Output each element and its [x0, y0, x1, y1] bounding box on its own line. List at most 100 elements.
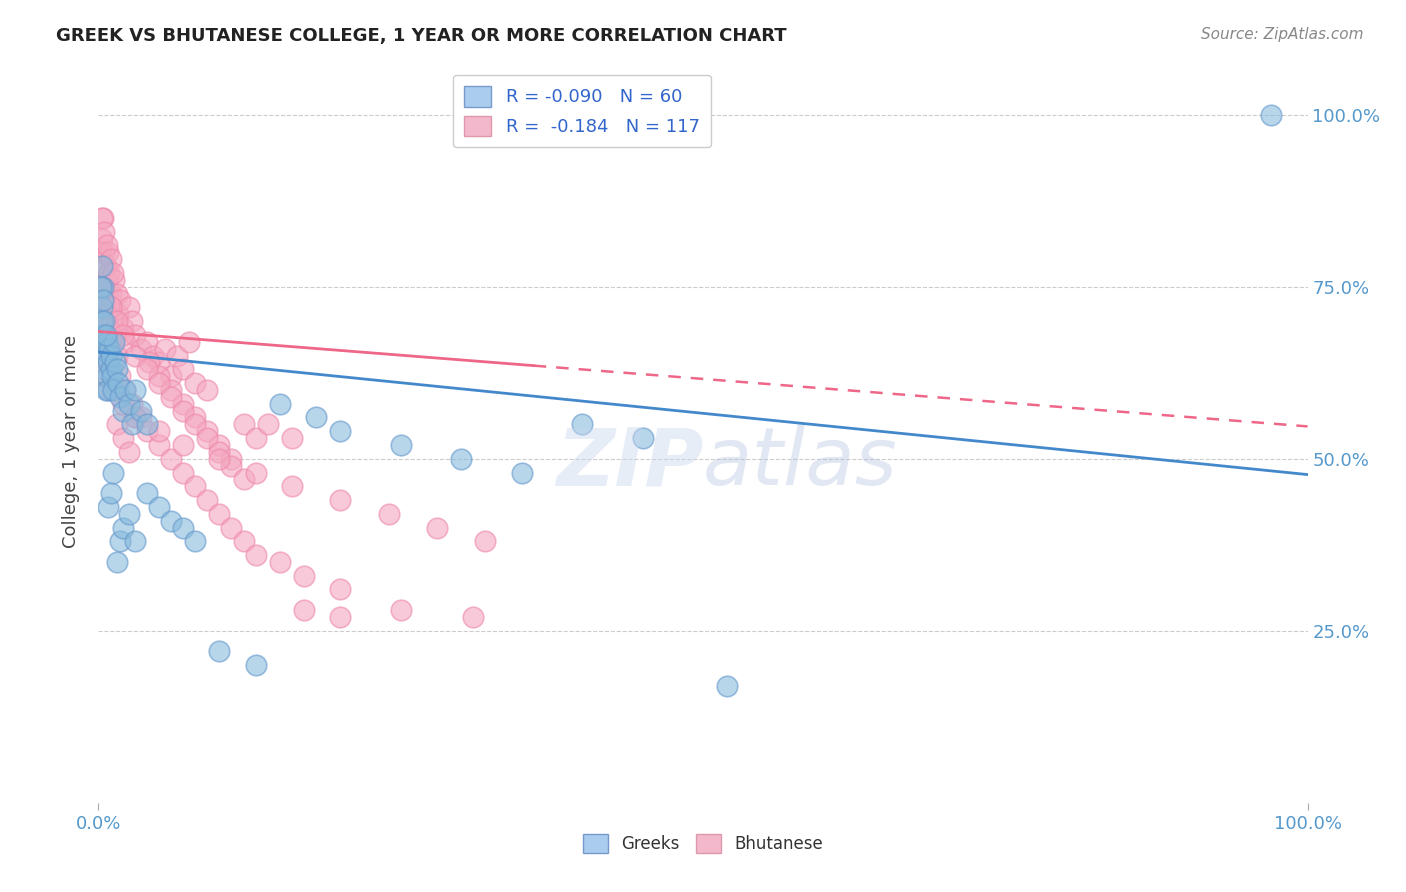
Point: [305, 410, 328, 425]
Point: [160, 451, 183, 466]
Point: [91, 301, 114, 315]
Point: [195, 424, 218, 438]
Point: [389, 438, 412, 452]
Point: [91, 211, 114, 225]
Point: [91, 293, 114, 308]
Point: [94, 293, 117, 308]
Point: [93, 362, 115, 376]
Point: [89, 301, 111, 315]
Text: ZIP: ZIP: [555, 425, 703, 502]
Point: [124, 534, 146, 549]
Point: [101, 466, 124, 480]
Point: [129, 342, 152, 356]
Point: [510, 466, 533, 480]
Point: [142, 349, 165, 363]
Point: [377, 507, 399, 521]
Point: [221, 451, 243, 466]
Point: [129, 403, 152, 417]
Point: [93, 327, 115, 342]
Point: [208, 445, 231, 459]
Point: [160, 390, 183, 404]
Point: [104, 327, 127, 342]
Point: [124, 383, 146, 397]
Point: [111, 403, 134, 417]
Point: [94, 327, 117, 342]
Point: [221, 458, 243, 473]
Point: [105, 555, 128, 569]
Point: [166, 349, 188, 363]
Point: [716, 679, 738, 693]
Point: [245, 548, 267, 562]
Point: [118, 445, 141, 459]
Point: [101, 266, 124, 280]
Point: [93, 225, 115, 239]
Point: [94, 259, 117, 273]
Point: [94, 349, 117, 363]
Point: [135, 334, 157, 349]
Point: [107, 376, 129, 390]
Point: [172, 397, 194, 411]
Point: [208, 438, 231, 452]
Point: [121, 397, 143, 411]
Point: [97, 500, 120, 514]
Point: [148, 376, 170, 390]
Point: [124, 410, 146, 425]
Point: [108, 534, 131, 549]
Point: [100, 286, 122, 301]
Point: [245, 431, 267, 445]
Point: [292, 603, 315, 617]
Point: [100, 334, 122, 349]
Point: [160, 383, 183, 397]
Point: [160, 514, 183, 528]
Point: [184, 479, 207, 493]
Point: [184, 376, 207, 390]
Point: [100, 252, 122, 267]
Point: [91, 259, 114, 273]
Point: [208, 451, 231, 466]
Point: [281, 431, 304, 445]
Point: [269, 555, 291, 569]
Point: [108, 293, 131, 308]
Point: [118, 507, 141, 521]
Point: [90, 245, 112, 260]
Point: [105, 362, 128, 376]
Point: [100, 486, 122, 500]
Point: [98, 266, 121, 280]
Point: [111, 327, 134, 342]
Point: [90, 279, 112, 293]
Point: [96, 334, 118, 349]
Point: [135, 417, 157, 432]
Point: [172, 362, 194, 376]
Point: [100, 349, 122, 363]
Point: [96, 369, 118, 384]
Point: [93, 342, 115, 356]
Point: [269, 397, 291, 411]
Point: [97, 321, 120, 335]
Point: [389, 603, 412, 617]
Point: [124, 410, 146, 425]
Point: [97, 245, 120, 260]
Point: [100, 362, 122, 376]
Point: [90, 327, 112, 342]
Point: [153, 342, 176, 356]
Point: [97, 355, 120, 369]
Point: [105, 314, 128, 328]
Point: [118, 397, 141, 411]
Point: [221, 520, 243, 534]
Point: [138, 355, 160, 369]
Point: [100, 383, 122, 397]
Point: [426, 520, 449, 534]
Point: [135, 424, 157, 438]
Point: [96, 238, 118, 252]
Point: [135, 486, 157, 500]
Point: [329, 582, 352, 597]
Point: [129, 410, 152, 425]
Point: [91, 231, 114, 245]
Point: [111, 431, 134, 445]
Point: [124, 327, 146, 342]
Point: [329, 610, 352, 624]
Point: [631, 431, 654, 445]
Point: [245, 466, 267, 480]
Point: [184, 534, 207, 549]
Point: [148, 369, 170, 384]
